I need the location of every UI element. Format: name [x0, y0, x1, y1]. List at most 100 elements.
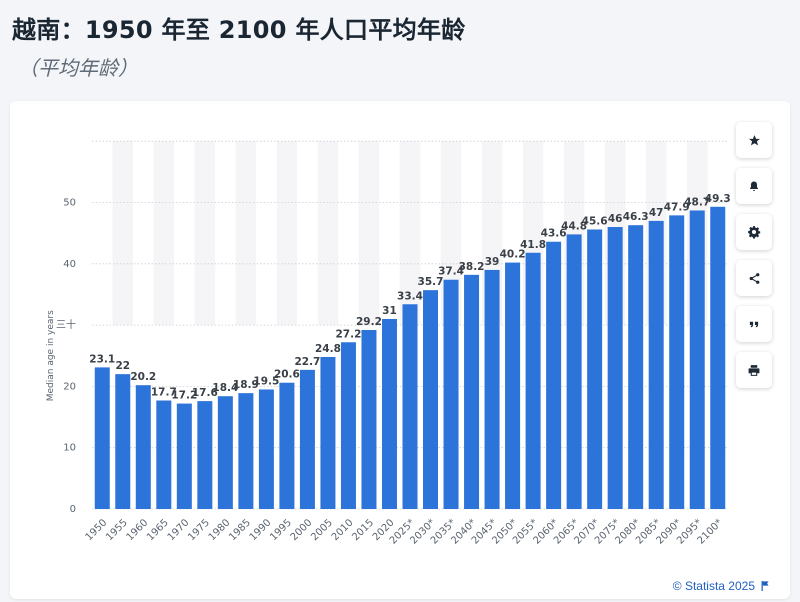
x-tick-label: 1995	[268, 517, 294, 543]
bar	[464, 274, 480, 509]
bar	[402, 304, 418, 509]
x-tick-label: 2015	[350, 517, 376, 543]
data-label: 41.8	[520, 239, 546, 251]
bar-chart: 0 10 20 三十 40 50 Median age in years 23.1 1950 22…	[46, 140, 731, 547]
data-label: 29.2	[356, 316, 382, 328]
bar	[340, 342, 356, 509]
bar	[607, 227, 623, 509]
bar	[197, 401, 213, 509]
y-tick-label: 40	[63, 259, 76, 270]
column-band	[153, 141, 175, 326]
bar	[689, 210, 705, 509]
data-label: 43.6	[541, 228, 567, 240]
quote-icon	[749, 321, 759, 327]
column-band	[317, 141, 339, 326]
data-label: 35.7	[418, 276, 444, 288]
bar	[176, 403, 192, 509]
column-band	[112, 141, 134, 326]
x-tick-label: 1950	[84, 517, 110, 543]
x-tick-label: 2010	[330, 517, 356, 543]
x-tick-label: 1975	[186, 517, 212, 543]
x-tick-label: 1955	[104, 517, 130, 543]
bar	[710, 206, 726, 509]
bar	[546, 241, 562, 509]
data-label: 24.8	[315, 343, 341, 355]
y-tick-label: 20	[63, 381, 76, 392]
bar	[361, 330, 377, 509]
data-label: 44.8	[561, 220, 587, 232]
bar	[484, 269, 500, 509]
column-band	[440, 141, 462, 326]
data-label: 38.2	[459, 261, 485, 273]
share-icon	[749, 272, 759, 284]
x-tick-label: 2005	[309, 517, 335, 543]
data-label: 46.3	[623, 211, 649, 223]
statista-copyright[interactable]: © Statista 2025	[673, 579, 770, 593]
data-label: 19.5	[253, 375, 279, 387]
x-tick-label: 2000	[289, 517, 315, 543]
x-tick-label: 1965	[145, 517, 171, 543]
data-label: 33.4	[397, 290, 423, 302]
data-label: 48.7	[684, 196, 710, 208]
flag-icon	[761, 581, 769, 591]
bar	[238, 393, 254, 509]
column-band	[194, 141, 216, 326]
bar	[217, 396, 233, 509]
star-icon	[748, 134, 760, 145]
column-band	[276, 141, 298, 326]
bar	[587, 229, 603, 510]
data-label: 23.1	[89, 353, 115, 365]
x-tick-label: 1990	[248, 517, 274, 543]
cite-button[interactable]	[736, 306, 772, 342]
favorite-button[interactable]	[736, 122, 772, 158]
bar	[279, 382, 295, 509]
data-label: 46	[608, 213, 623, 225]
share-button[interactable]	[736, 260, 772, 296]
gear-icon	[748, 226, 761, 239]
y-axis-label: Median age in years	[46, 310, 56, 401]
data-label: 47	[649, 207, 664, 219]
data-label: 37.4	[438, 266, 464, 278]
bar	[299, 369, 315, 509]
bar	[156, 400, 172, 509]
bar	[423, 290, 439, 509]
x-tick-label: 1970	[166, 517, 192, 543]
bar	[505, 262, 521, 509]
print-icon	[748, 364, 760, 376]
column-band	[358, 141, 380, 326]
bar	[258, 389, 274, 509]
data-label: 49.3	[705, 193, 731, 205]
print-button[interactable]	[736, 352, 772, 388]
data-label: 20.2	[130, 371, 156, 383]
x-tick-label: 1985	[227, 517, 253, 543]
bar	[525, 252, 541, 510]
bar	[669, 215, 685, 510]
settings-button[interactable]	[736, 214, 772, 250]
bar	[135, 385, 151, 509]
chart-card: 0 10 20 三十 40 50 Median age in years 23.1 1950 22…	[10, 101, 790, 599]
bar	[628, 225, 644, 509]
notification-button[interactable]	[736, 168, 772, 204]
bar	[320, 356, 336, 509]
data-label: 39	[485, 256, 500, 268]
data-label: 18.4	[212, 382, 238, 394]
y-tick-label: 三十	[56, 318, 76, 331]
y-tick-label: 10	[63, 443, 76, 454]
page-title: 越南：1950 年至 2100 年人口平均年龄	[12, 16, 466, 44]
bar	[94, 367, 110, 509]
column-band	[235, 141, 257, 326]
y-tick-label: 50	[63, 198, 76, 209]
bar	[648, 220, 664, 509]
bar	[115, 374, 131, 509]
x-tick-label: 1960	[125, 517, 151, 543]
column-band	[399, 141, 421, 326]
data-label: 40.2	[500, 249, 526, 261]
data-label: 17.2	[171, 390, 197, 402]
bar	[381, 318, 397, 509]
data-label: 22.7	[294, 356, 320, 368]
data-label: 31	[382, 305, 397, 317]
bell-icon	[750, 181, 758, 191]
data-label: 18.9	[233, 379, 259, 391]
data-label: 47.9	[664, 201, 690, 213]
bar	[566, 234, 582, 509]
